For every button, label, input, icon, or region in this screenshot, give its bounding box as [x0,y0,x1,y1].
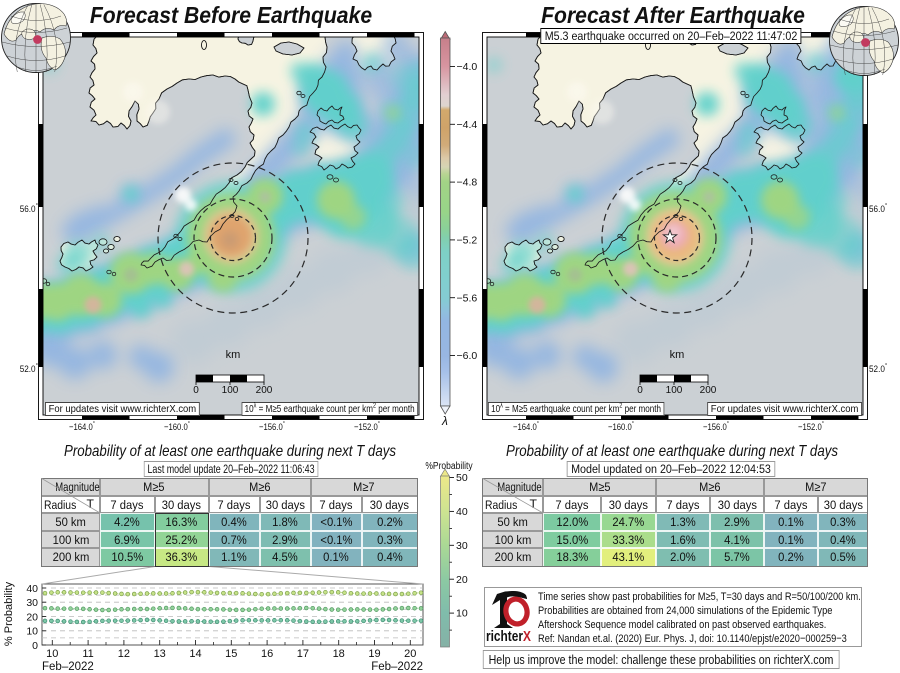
svg-text:Feb–2022: Feb–2022 [42,661,94,673]
svg-text:18: 18 [333,648,345,660]
svg-text:40: 40 [26,583,38,595]
svg-text:17: 17 [297,648,309,660]
svg-text:16: 16 [261,648,273,660]
svg-text:−4.4: −4.4 [457,119,478,131]
svg-text:15: 15 [225,648,237,660]
svg-text:10: 10 [26,626,38,638]
svg-text:20: 20 [404,648,416,660]
svg-text:% Probability: % Probability [3,581,15,646]
svg-text:14: 14 [189,648,201,660]
svg-text:30: 30 [26,597,38,609]
svg-text:20: 20 [456,574,468,586]
svg-text:0: 0 [32,640,38,652]
svg-text:−4.8: −4.8 [457,177,478,189]
svg-text:20: 20 [26,611,38,623]
svg-text:13: 13 [154,648,166,660]
svg-text:Feb–2022: Feb–2022 [371,661,423,673]
svg-text:19: 19 [368,648,380,660]
svg-text:10: 10 [456,608,468,620]
svg-text:30: 30 [456,540,468,552]
svg-text:50: 50 [456,472,468,484]
svg-text:λ: λ [441,414,448,428]
svg-text:11: 11 [82,648,93,660]
svg-text:40: 40 [456,506,468,518]
svg-text:−5.2: −5.2 [457,235,478,247]
svg-text:−6.0: −6.0 [457,350,478,362]
svg-text:12: 12 [118,648,130,660]
svg-text:10: 10 [46,648,58,660]
svg-text:−4.0: −4.0 [457,61,478,73]
svg-text:−5.6: −5.6 [457,292,478,304]
